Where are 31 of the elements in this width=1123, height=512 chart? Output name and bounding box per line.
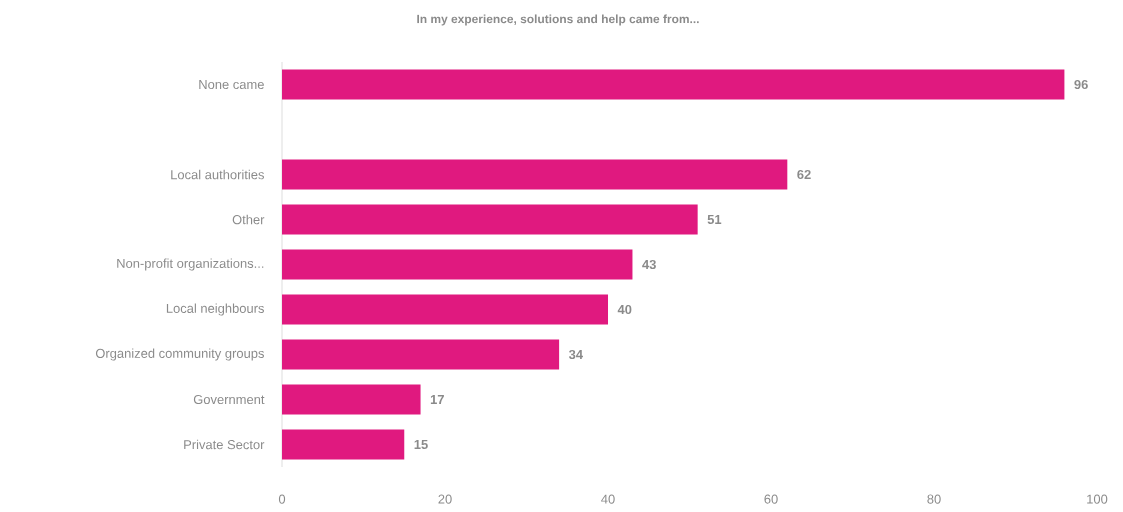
x-tick-label: 100 — [1087, 494, 1108, 504]
bar — [282, 294, 609, 325]
x-tick-label: 60 — [764, 494, 778, 504]
bar — [282, 159, 788, 190]
y-tick-label: Private Sector — [184, 439, 265, 450]
y-tick-label: Local neighbours — [166, 303, 264, 316]
data-label: 40 — [617, 304, 632, 315]
x-tick-label: 20 — [438, 494, 452, 504]
data-label: 51 — [707, 214, 722, 225]
chart-title: In my experience, solutions and help came from... — [417, 14, 699, 26]
data-label: 96 — [1074, 79, 1088, 90]
data-label: 43 — [642, 259, 656, 270]
y-tick-label: Government — [193, 394, 265, 405]
y-tick-label: None came — [199, 79, 264, 90]
bar — [282, 204, 698, 235]
y-tick-label: Organized community groups — [95, 348, 264, 361]
y-tick-label: Non-profit organizations... — [117, 258, 264, 271]
data-label: 34 — [568, 349, 583, 360]
data-label: 17 — [430, 395, 444, 404]
y-tick-label: Local authorities — [171, 169, 264, 180]
data-label: 15 — [414, 439, 428, 450]
data-label: 62 — [797, 169, 811, 180]
x-tick-label: 80 — [927, 494, 941, 504]
bar — [282, 384, 421, 415]
bar — [282, 69, 1065, 100]
x-tick-label: 40 — [601, 494, 615, 504]
bar — [282, 429, 405, 460]
x-tick-label: 0 — [278, 494, 286, 504]
bar — [282, 339, 560, 370]
bar — [282, 249, 633, 280]
y-tick-label: Other — [232, 214, 265, 225]
